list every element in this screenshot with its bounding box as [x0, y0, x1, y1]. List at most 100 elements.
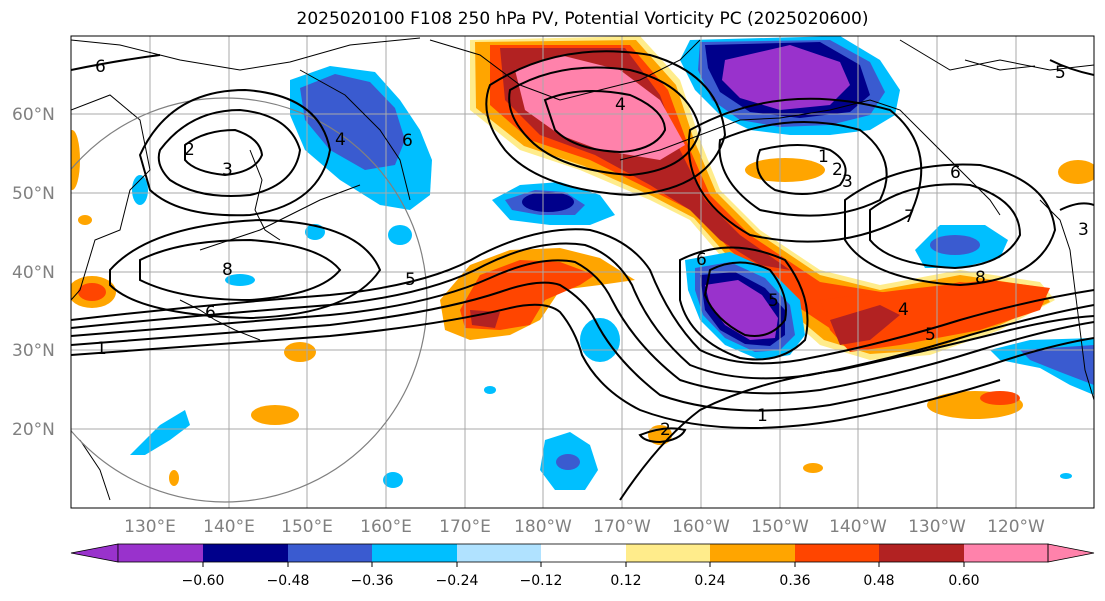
contour-label: 8 [975, 268, 986, 288]
lat-label: 20°N [12, 420, 55, 440]
pv-positive-blob-3b [980, 391, 1020, 405]
map-frame [70, 35, 1095, 509]
colorbar-segment [879, 544, 964, 562]
pv-positive-blob-westedge [71, 130, 80, 190]
colorbar-segment [626, 544, 710, 562]
lon-label: 140°E [203, 517, 255, 537]
contour-label: 4 [615, 95, 626, 115]
contour-label: 6 [402, 131, 413, 151]
contour-label: 1 [818, 147, 829, 167]
colorbar-tick-label: −0.12 [520, 573, 563, 589]
pv-positive-blob-7 [803, 463, 823, 473]
colorbar-tick-label: 0.48 [863, 573, 894, 589]
contour-labels: 6 4 2 3 4 6 1 2 3 6 7 5 8 5 6 1 2 1 4 5 … [95, 57, 1089, 440]
contour-label: 5 [925, 325, 936, 345]
pv-positive-core-bering [515, 55, 685, 160]
lon-label: 180°W [514, 517, 572, 537]
contour-label: 4 [898, 300, 909, 320]
contour-label: 6 [696, 250, 707, 270]
contour-label: 5 [405, 270, 416, 290]
map-title: 2025020100 F108 250 hPa PV, Potential Vo… [296, 9, 869, 29]
pv-negative-blob-5 [383, 472, 403, 488]
colorbar-segment [372, 544, 457, 562]
pv-positive-blob-2 [251, 405, 299, 425]
contour-label: 6 [950, 163, 961, 183]
pv-negative-core-alaska [722, 45, 850, 110]
colorbar-segment [457, 544, 541, 562]
pv-negative-core-central [705, 280, 778, 340]
contour-label: 2 [660, 420, 671, 440]
lon-label: 160°W [672, 517, 730, 537]
lat-label: 30°N [12, 341, 55, 361]
pv-positive-blob-4 [745, 158, 825, 182]
pv-negative-blob-4 [132, 175, 148, 205]
lon-label: 120°W [987, 517, 1045, 537]
colorbar-segment [541, 544, 626, 562]
contour-label: 3 [1078, 220, 1089, 240]
pv-negative-region-kamchatka-2 [300, 74, 405, 170]
colorbar-tick-label: −0.36 [351, 573, 394, 589]
contour-label: 1 [96, 339, 107, 359]
colorbar-tick-label: −0.48 [267, 573, 310, 589]
colorbar-tick-label: 0.60 [948, 573, 979, 589]
colorbar-tick-label: 0.24 [694, 573, 725, 589]
colorbar: −0.60 −0.48 −0.36 −0.24 −0.12 0.12 0.24 … [70, 543, 1095, 589]
contour-label: 1 [757, 406, 768, 426]
colorbar-tick-label: 0.12 [610, 573, 641, 589]
pv-negative-blob-6 [484, 386, 496, 394]
contour-label: 5 [1055, 63, 1066, 83]
pv-negative-region-sw [130, 410, 190, 455]
lat-label: 50°N [12, 184, 55, 204]
pv-positive-region-ne-pacific [820, 280, 1050, 352]
colorbar-tick-label: −0.60 [182, 573, 225, 589]
contour-label: 5 [768, 291, 779, 311]
pv-positive-blob-9 [78, 215, 92, 225]
lon-label: 150°E [281, 517, 333, 537]
pv-negative-blob-7 [225, 274, 255, 286]
colorbar-min-extend [70, 543, 119, 563]
pv-positive-blob-5 [1058, 160, 1094, 184]
pv-negative-region-coast-2 [1020, 345, 1094, 385]
longitude-labels: 130°E 140°E 150°E 160°E 170°E 180°W 170°… [124, 517, 1045, 537]
pv-negative-blob-3 [388, 225, 412, 245]
pv-positive-blob-west-2 [78, 283, 106, 301]
lon-label: 160°E [360, 517, 412, 537]
pv-negative-region-south-2 [556, 454, 580, 470]
contour-label: 2 [832, 160, 843, 180]
pv-shading [71, 36, 1094, 490]
colorbar-segment [964, 544, 1048, 562]
contour-label: 2 [184, 140, 195, 160]
colorbar-max-extend [1047, 543, 1095, 563]
colorbar-tick-label: −0.24 [436, 573, 479, 589]
colorbar-segment [795, 544, 879, 562]
lat-label: 60°N [12, 105, 55, 125]
lon-label: 140°W [829, 517, 887, 537]
pv-negative-blob-8 [1060, 473, 1072, 479]
pv-positive-blob-8 [169, 470, 179, 486]
lon-label: 130°W [908, 517, 966, 537]
contour-label: 6 [205, 303, 216, 323]
lon-label: 150°W [751, 517, 809, 537]
lat-label: 40°N [12, 263, 55, 283]
pv-negative-region-ne-2 [930, 235, 980, 255]
colorbar-segment [288, 544, 372, 562]
colorbar-tick-label: 0.36 [779, 573, 810, 589]
latitude-labels: 60°N 50°N 40°N 30°N 20°N [12, 105, 55, 440]
colorbar-frame [117, 543, 1049, 563]
pv-negative-blob-1 [580, 318, 620, 362]
lon-label: 170°W [593, 517, 651, 537]
lon-label: 170°E [439, 517, 491, 537]
contour-label: 8 [222, 260, 233, 280]
contour-label: 3 [842, 172, 853, 192]
pv-positive-blob-1 [284, 342, 316, 362]
pv-positive-region-ne-pacific-2 [830, 305, 900, 345]
pv-negative-core-dateline [522, 192, 574, 212]
contour-label: 3 [222, 160, 233, 180]
colorbar-segment [203, 544, 288, 562]
colorbar-segment [118, 544, 203, 562]
colorbar-segment [710, 544, 795, 562]
lon-label: 130°E [124, 517, 176, 537]
graticule [71, 36, 1094, 508]
contour-label: 6 [95, 57, 106, 77]
